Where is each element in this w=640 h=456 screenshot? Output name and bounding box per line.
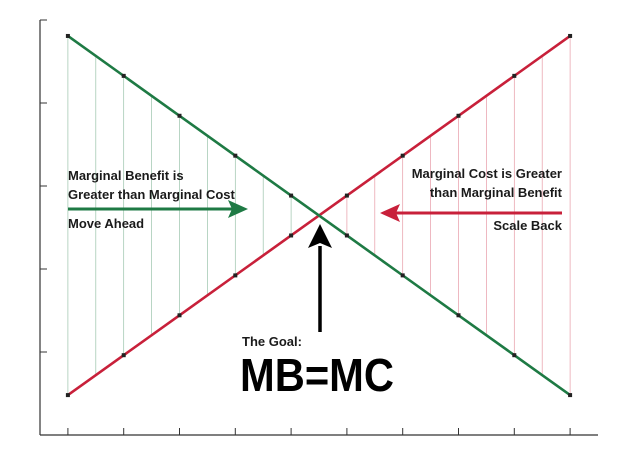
mc-point <box>400 153 405 158</box>
mb-point <box>512 353 517 358</box>
move-ahead-arrow <box>68 200 248 218</box>
mc-point <box>233 273 238 278</box>
mc-point <box>344 193 349 198</box>
data-points <box>65 33 573 398</box>
mc-point <box>289 233 294 238</box>
mc-point <box>568 33 573 38</box>
scale-back-arrow-head <box>380 204 400 222</box>
x-ticks <box>67 428 571 435</box>
mb-point <box>344 233 349 238</box>
mb-point <box>289 193 294 198</box>
mb-point <box>568 393 573 398</box>
mc-label-line1: Marginal Cost is Greater <box>412 166 562 181</box>
mb-point <box>177 113 182 118</box>
axes <box>39 20 598 436</box>
goal-arrow <box>308 224 332 332</box>
mb-action-label: Move Ahead <box>68 216 144 231</box>
mb-point <box>456 313 461 318</box>
goal-equation: MB=MC <box>240 349 394 401</box>
gap-lines <box>67 35 571 396</box>
goal-arrow-head <box>308 224 332 248</box>
mc-action-label: Scale Back <box>493 218 562 233</box>
y-ticks <box>40 19 47 353</box>
mc-point <box>512 73 517 78</box>
mb-point <box>121 73 126 78</box>
mc-point <box>456 113 461 118</box>
scale-back-arrow <box>380 204 562 222</box>
mb-line <box>67 34 571 397</box>
mc-point <box>177 313 182 318</box>
mc-point <box>121 353 126 358</box>
mb-label-line2: Greater than Marginal Cost <box>68 187 236 202</box>
move-ahead-arrow-head <box>228 200 248 218</box>
mb-label-line1: Marginal Benefit is <box>68 168 184 183</box>
mb-point <box>233 153 238 158</box>
mb-point <box>65 33 70 38</box>
series-lines <box>67 34 571 397</box>
mb-point <box>400 273 405 278</box>
mc-label-line2: than Marginal Benefit <box>430 185 563 200</box>
goal-label: The Goal: <box>242 334 302 349</box>
mc-point <box>65 393 70 398</box>
